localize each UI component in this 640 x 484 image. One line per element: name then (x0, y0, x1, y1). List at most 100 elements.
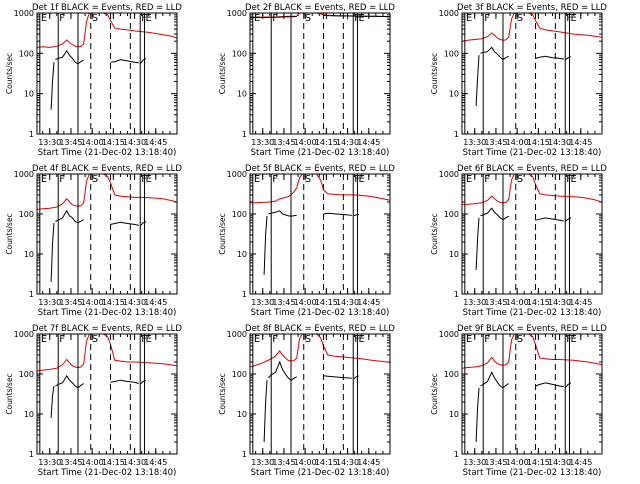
x-tick-label: 14:45 (569, 138, 592, 147)
y-tick-label: 1 (29, 450, 34, 459)
events-series-line (110, 221, 139, 226)
panel-det-2: Det 2f BLACK = Events, RED = LLD Counts/s… (218, 3, 395, 158)
event-marker-label: F (59, 13, 65, 24)
plot-frame (461, 173, 603, 295)
panel-det-6: Det 6f BLACK = Events, RED = LLD Counts/s… (430, 164, 607, 318)
event-marker-label: S (305, 174, 311, 185)
events-series-line (323, 212, 352, 216)
event-marker-label: S (92, 334, 98, 345)
x-tick-label: 14:30 (336, 298, 359, 307)
x-tick-label: 13:45 (484, 138, 507, 147)
y-tick-label: 10 (237, 410, 247, 419)
y-tick-label: 1000 (14, 330, 34, 339)
x-tick-label: 13:45 (59, 298, 82, 307)
events-series-line (55, 209, 84, 224)
series-group (462, 174, 602, 270)
series-group (462, 334, 602, 443)
event-marker-label: F (59, 174, 65, 185)
y-axis-label: Counts/sec (218, 213, 227, 254)
x-axis-label: Start Time (21-Dec-02 13:18:40) (38, 308, 177, 318)
y-tick-label: 1 (242, 290, 247, 299)
x-axis-label: Start Time (21-Dec-02 13:18:40) (463, 148, 602, 158)
y-tick-label: 10 (449, 410, 459, 419)
lld-series-line (462, 334, 602, 369)
x-tick-label: 13:30 (251, 138, 274, 147)
plot-frame (461, 12, 603, 135)
plot-frame (249, 12, 391, 135)
events-series-line (323, 14, 390, 18)
x-tick-label: 13:30 (463, 458, 486, 467)
y-axis-label: Counts/sec (218, 53, 227, 94)
panel-title: Det 2f BLACK = Events, RED = LLD (245, 3, 395, 13)
y-tick-label: 100 (444, 49, 459, 58)
y-axis-label: Counts/sec (430, 53, 439, 94)
y-tick-label: 100 (444, 210, 459, 219)
event-marker-label: E (254, 334, 260, 345)
y-tick-label: 1000 (227, 9, 247, 18)
event-marker-label: E (145, 174, 151, 185)
y-tick-label: 10 (237, 90, 247, 99)
y-axis-label: Counts/sec (5, 373, 14, 414)
x-tick-label: 14:00 (506, 458, 529, 467)
y-tick-label: 100 (232, 370, 247, 379)
y-tick-label: 1 (242, 130, 247, 139)
x-tick-label: 14:30 (548, 298, 571, 307)
x-tick-label: 14:30 (548, 138, 571, 147)
lld-series-line (462, 13, 602, 42)
x-tick-label: 13:30 (38, 458, 61, 467)
lld-series-line (462, 174, 602, 206)
x-tick-label: 14:15 (102, 298, 125, 307)
panel-title: Det 4f BLACK = Events, RED = LLD (32, 164, 182, 174)
event-marker-label: E (466, 174, 472, 185)
event-marker-label: F (59, 334, 65, 345)
x-tick-label: 14:15 (527, 458, 550, 467)
events-series-line (535, 217, 564, 222)
events-series-line (475, 55, 480, 106)
events-series-line (535, 55, 564, 60)
event-marker-label: E (570, 334, 576, 345)
x-tick-label: 14:45 (569, 298, 592, 307)
x-tick-label: 14:00 (81, 458, 104, 467)
panel-title: Det 7f BLACK = Events, RED = LLD (32, 324, 182, 334)
event-marker-label: F (272, 334, 278, 345)
y-tick-label: 1000 (439, 170, 459, 179)
x-tick-label: 13:45 (59, 138, 82, 147)
event-marker-label: F (484, 174, 490, 185)
x-tick-label: 13:45 (59, 458, 82, 467)
event-marker-label: E (358, 334, 364, 345)
x-tick-label: 14:30 (123, 138, 146, 147)
x-axis-label: Start Time (21-Dec-02 13:18:40) (251, 468, 390, 478)
y-axis-label: Counts/sec (218, 373, 227, 414)
x-tick-label: 13:45 (484, 298, 507, 307)
y-tick-label: 1 (29, 130, 34, 139)
x-tick-label: 14:00 (294, 458, 317, 467)
panel-title: Det 5f BLACK = Events, RED = LLD (245, 164, 395, 174)
y-tick-label: 1000 (14, 9, 34, 18)
events-series-line (353, 213, 359, 217)
y-axis-label: Counts/sec (5, 53, 14, 94)
x-tick-label: 14:15 (315, 138, 338, 147)
panel-title: Det 6f BLACK = Events, RED = LLD (457, 164, 607, 174)
x-tick-label: 14:00 (506, 298, 529, 307)
panel-title: Det 1f BLACK = Events, RED = LLD (32, 3, 182, 13)
x-tick-label: 14:15 (102, 138, 125, 147)
events-series-line (50, 62, 55, 110)
events-series-line (480, 207, 509, 221)
y-tick-label: 10 (24, 90, 34, 99)
plot-frame (461, 333, 603, 455)
x-tick-label: 14:45 (357, 138, 380, 147)
events-series-line (268, 360, 297, 381)
x-tick-label: 13:30 (38, 138, 61, 147)
y-tick-label: 1000 (14, 170, 34, 179)
x-tick-label: 13:45 (272, 458, 295, 467)
x-tick-label: 14:15 (315, 298, 338, 307)
x-tick-label: 13:30 (463, 298, 486, 307)
panel-det-5: Det 5f BLACK = Events, RED = LLD Counts/s… (218, 164, 395, 318)
lld-series-line (37, 13, 177, 48)
x-axis-label: Start Time (21-Dec-02 13:18:40) (463, 468, 602, 478)
x-tick-label: 14:45 (357, 298, 380, 307)
event-marker-label: S (517, 334, 523, 345)
x-tick-label: 14:15 (527, 138, 550, 147)
events-series-line (475, 217, 480, 270)
events-series-line (564, 56, 572, 61)
